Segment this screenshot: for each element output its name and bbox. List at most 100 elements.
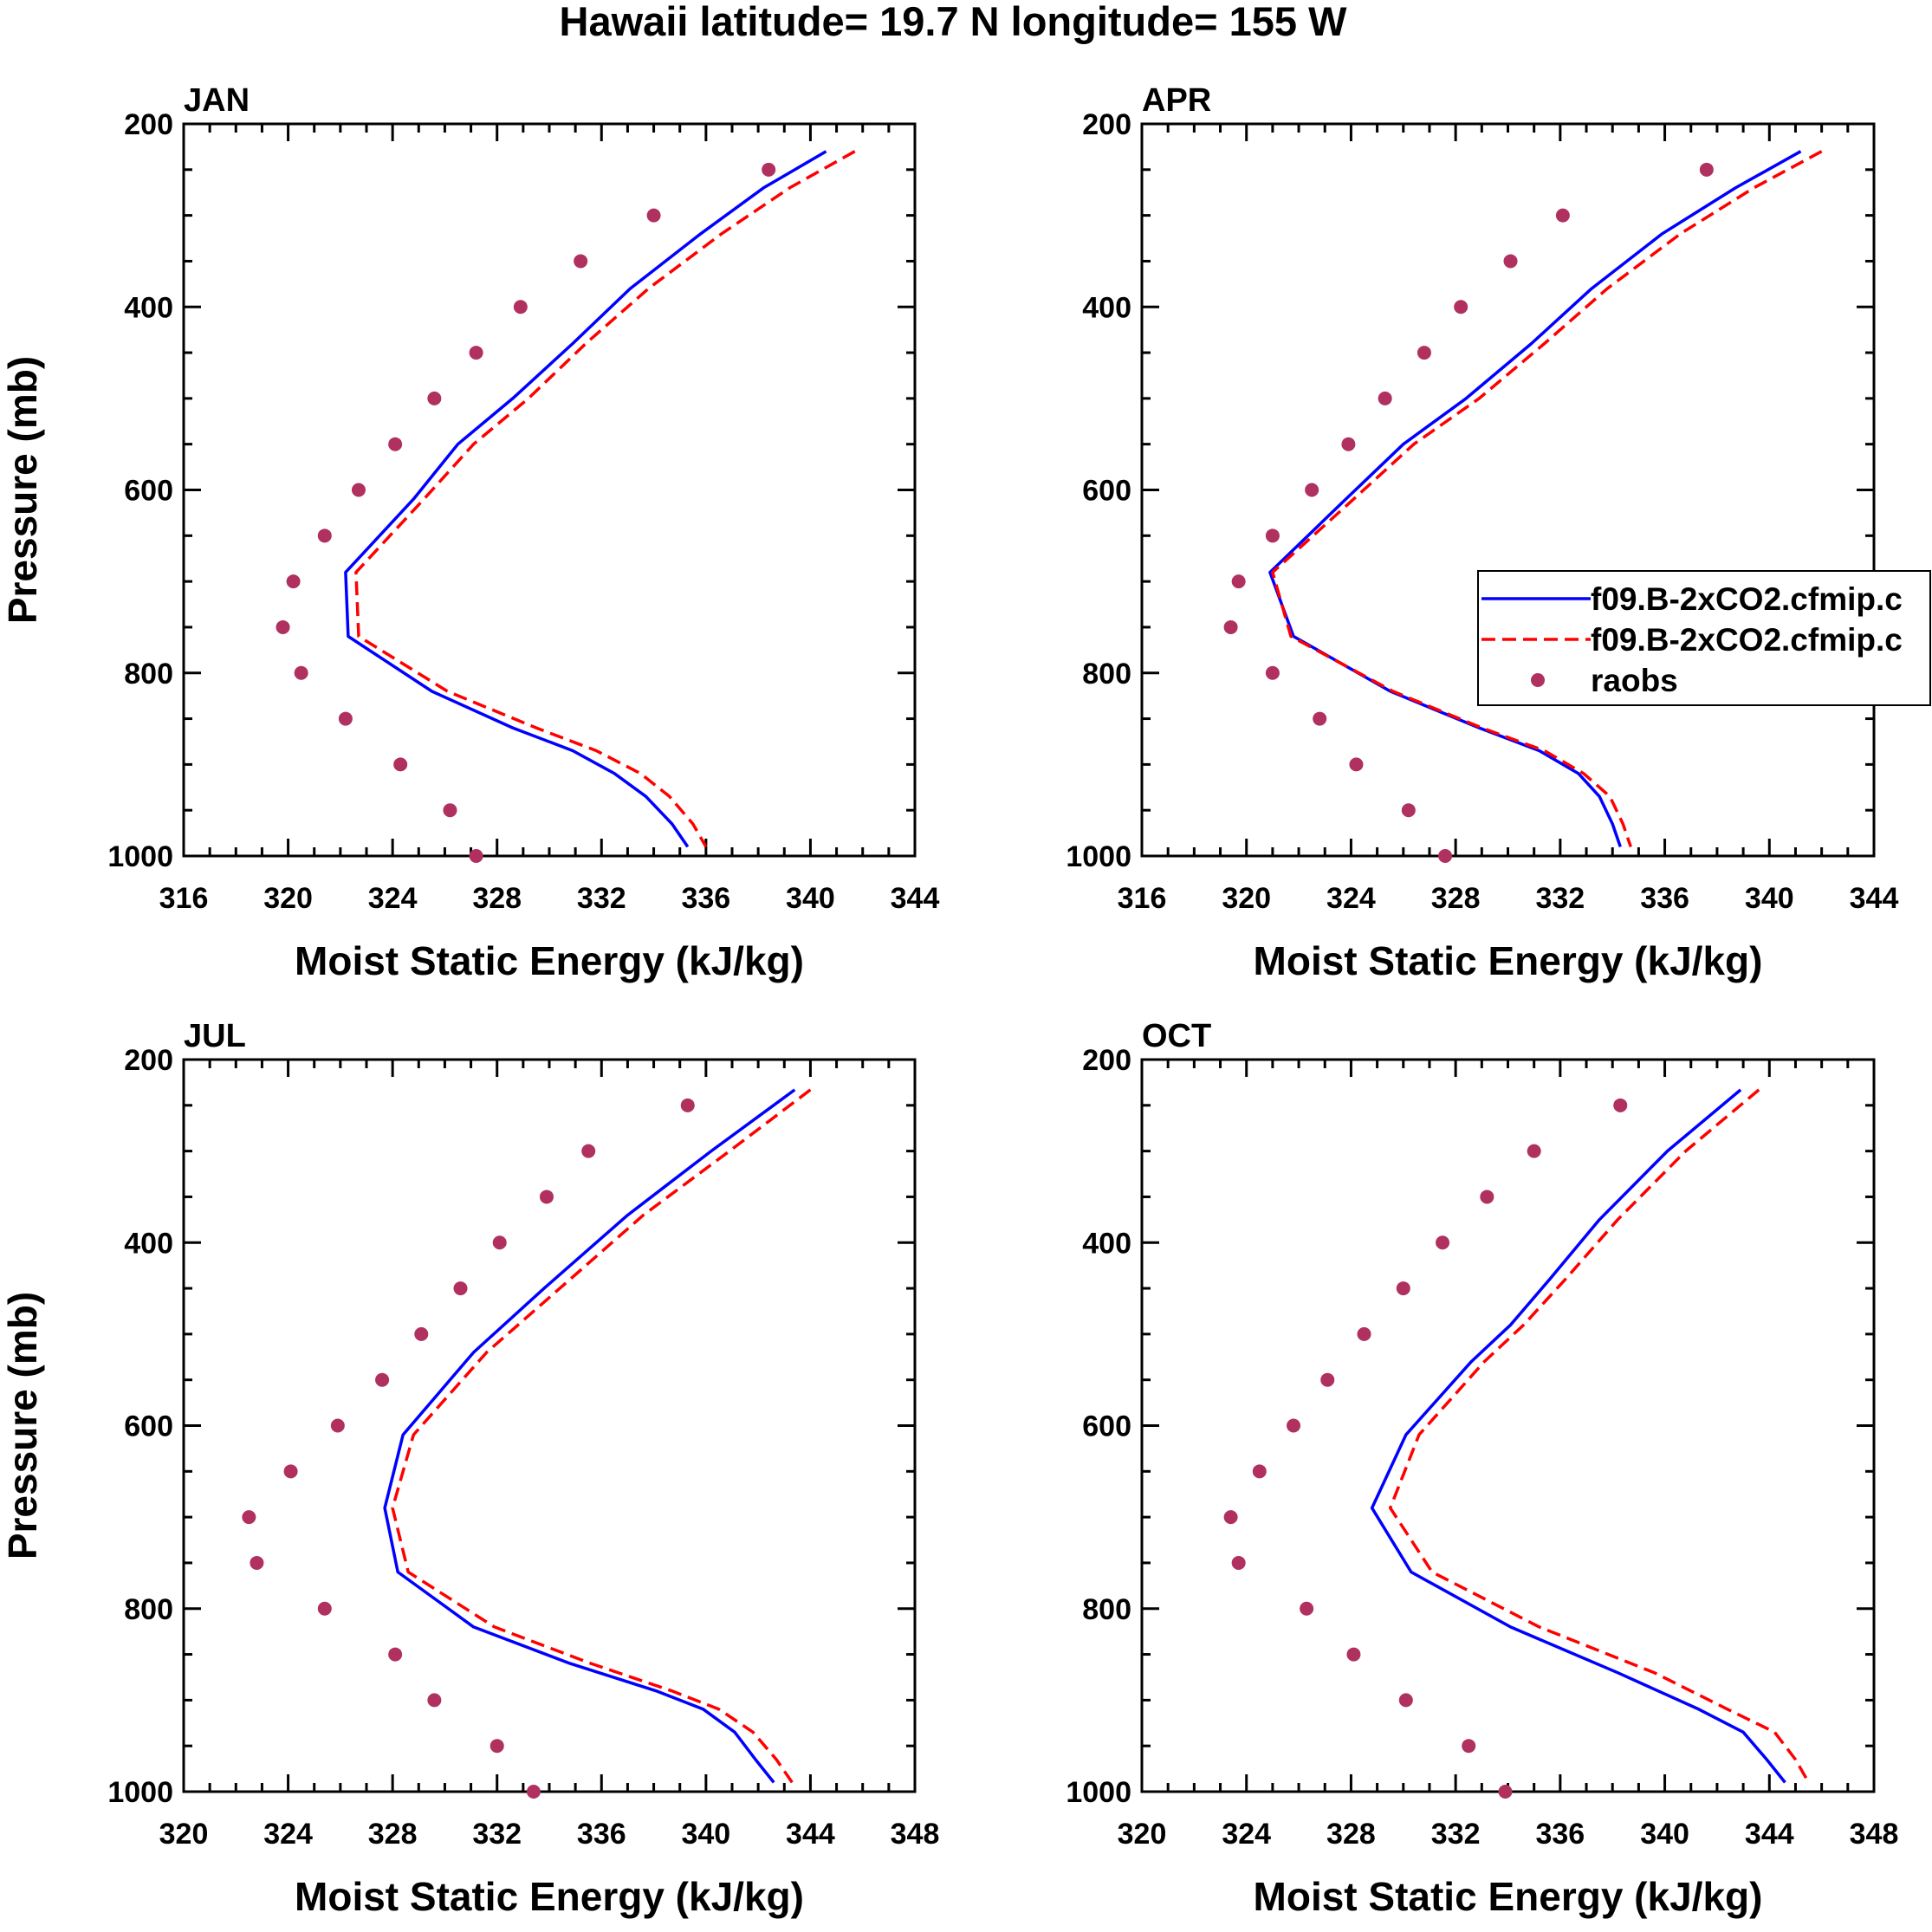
x-tick-label: 332 (1535, 882, 1585, 915)
x-tick-label: 324 (263, 1818, 313, 1851)
x-tick-label: 320 (1118, 1818, 1167, 1851)
y-tick-label: 200 (124, 108, 173, 141)
raobs-point (581, 1144, 596, 1158)
series-line-model_red (354, 150, 856, 848)
raobs-point (330, 1418, 345, 1433)
raobs-point (414, 1326, 429, 1341)
x-tick-label: 340 (1745, 882, 1794, 915)
raobs-point (1378, 391, 1392, 405)
raobs-point (1527, 1144, 1541, 1158)
legend-label: f09.B-2xCO2.cfmip.c (1591, 622, 1903, 658)
panel-label: JAN (184, 82, 250, 119)
raobs-point (317, 1601, 332, 1616)
raobs-point (1305, 483, 1319, 497)
raobs-point (1398, 1693, 1413, 1708)
raobs-point (1346, 1647, 1361, 1662)
raobs-point (513, 300, 528, 314)
y-tick-label: 1000 (107, 840, 173, 873)
raobs-point (1287, 1418, 1301, 1433)
raobs-point (680, 1098, 695, 1112)
x-tick-label: 332 (1431, 1818, 1481, 1851)
x-tick-label: 324 (368, 882, 418, 915)
panel-label: APR (1142, 82, 1211, 119)
raobs-point (1417, 346, 1431, 360)
x-axis-label: Moist Static Energy (kJ/kg) (295, 1874, 804, 1919)
raobs-point (338, 711, 353, 726)
raobs-point (1252, 1464, 1267, 1479)
panel-oct: 320 324 328 332 336 340 344 348 200 400 600 800 1000… (1066, 1018, 1898, 1919)
raobs-point (469, 849, 483, 863)
raobs-point (1613, 1098, 1628, 1112)
raobs-point (1396, 1281, 1410, 1296)
y-tick-label: 200 (1082, 1044, 1131, 1077)
legend-label: f09.B-2xCO2.cfmip.c (1591, 581, 1903, 617)
raobs-point (1265, 665, 1280, 680)
x-axis-label: Moist Static Energy (kJ/kg) (1254, 1874, 1763, 1919)
raobs-point (286, 574, 301, 589)
x-tick-label: 344 (891, 882, 940, 915)
x-tick-label: 336 (1535, 1818, 1585, 1851)
y-tick-label: 600 (124, 1410, 173, 1443)
x-tick-label: 340 (1640, 1818, 1689, 1851)
x-tick-label: 328 (472, 882, 522, 915)
series-line-model_red (1271, 150, 1823, 847)
figure-title: Hawaii latitude= 19.7 N longitude= 155 W (560, 0, 1348, 44)
raobs-point (443, 803, 457, 818)
raobs-point (1349, 757, 1364, 772)
raobs-point (1223, 619, 1238, 634)
y-tick-label: 400 (124, 1227, 173, 1260)
raobs-point (1498, 1785, 1513, 1799)
plot-frame (182, 122, 917, 858)
panels-group: 316 320 324 328 332 336 340 344 200 400 600 800 1000… (0, 82, 1898, 1919)
x-tick-label: 340 (681, 1818, 730, 1851)
panel-jul: 320 324 328 332 336 340 344 348 200 400 600 800 1000… (0, 1018, 939, 1919)
series-line-model_blue (1268, 150, 1802, 847)
y-tick-label: 800 (1082, 658, 1131, 690)
panel-apr: 316 320 324 328 332 336 340 344 200 400 600 800 1000… (1066, 82, 1898, 983)
raobs-point (1503, 254, 1518, 269)
x-tick-label: 328 (368, 1818, 418, 1851)
raobs-point (427, 1693, 442, 1708)
raobs-point (1231, 574, 1246, 589)
series-line-model_red (1388, 1088, 1811, 1784)
raobs-point (283, 1464, 298, 1479)
y-tick-label: 800 (124, 658, 173, 690)
x-axis-label: Moist Static Energy (kJ/kg) (295, 938, 804, 983)
x-tick-label: 316 (1118, 882, 1167, 915)
y-tick-label: 600 (1082, 475, 1131, 508)
x-tick-label: 344 (1850, 882, 1899, 915)
raobs-point (1454, 300, 1468, 314)
x-tick-label: 316 (159, 882, 209, 915)
series-line-model_blue (344, 150, 827, 848)
raobs-point (388, 1647, 403, 1662)
y-tick-label: 800 (1082, 1593, 1131, 1626)
x-tick-label: 348 (1850, 1818, 1899, 1851)
raobs-point (250, 1555, 264, 1570)
raobs-point (1313, 711, 1327, 726)
raobs-point (1223, 1510, 1238, 1525)
plot-frame (182, 1058, 917, 1793)
y-tick-label: 400 (1082, 291, 1131, 324)
raobs-point (526, 1785, 541, 1799)
x-tick-label: 336 (577, 1818, 626, 1851)
y-tick-label: 1000 (1066, 1776, 1131, 1809)
raobs-point (317, 528, 332, 543)
x-tick-label: 340 (786, 882, 835, 915)
y-tick-label: 200 (1082, 108, 1131, 141)
y-tick-label: 200 (124, 1044, 173, 1077)
raobs-point (1341, 437, 1356, 451)
raobs-point (1357, 1326, 1371, 1341)
y-tick-label: 800 (124, 1593, 173, 1626)
y-tick-label: 1000 (1066, 840, 1131, 873)
x-tick-label: 320 (159, 1818, 209, 1851)
x-tick-label: 348 (891, 1818, 940, 1851)
raobs-point (388, 437, 403, 451)
raobs-point (1300, 1601, 1314, 1616)
plot-frame (1140, 122, 1876, 858)
x-tick-label: 336 (1640, 882, 1689, 915)
legend: f09.B-2xCO2.cfmip.c f09.B-2xCO2.cfmip.c ra… (1477, 570, 1931, 706)
raobs-point (351, 483, 366, 497)
x-axis-label: Moist Static Energy (kJ/kg) (1254, 938, 1763, 983)
x-tick-label: 320 (1222, 882, 1271, 915)
x-tick-label: 328 (1326, 1818, 1376, 1851)
